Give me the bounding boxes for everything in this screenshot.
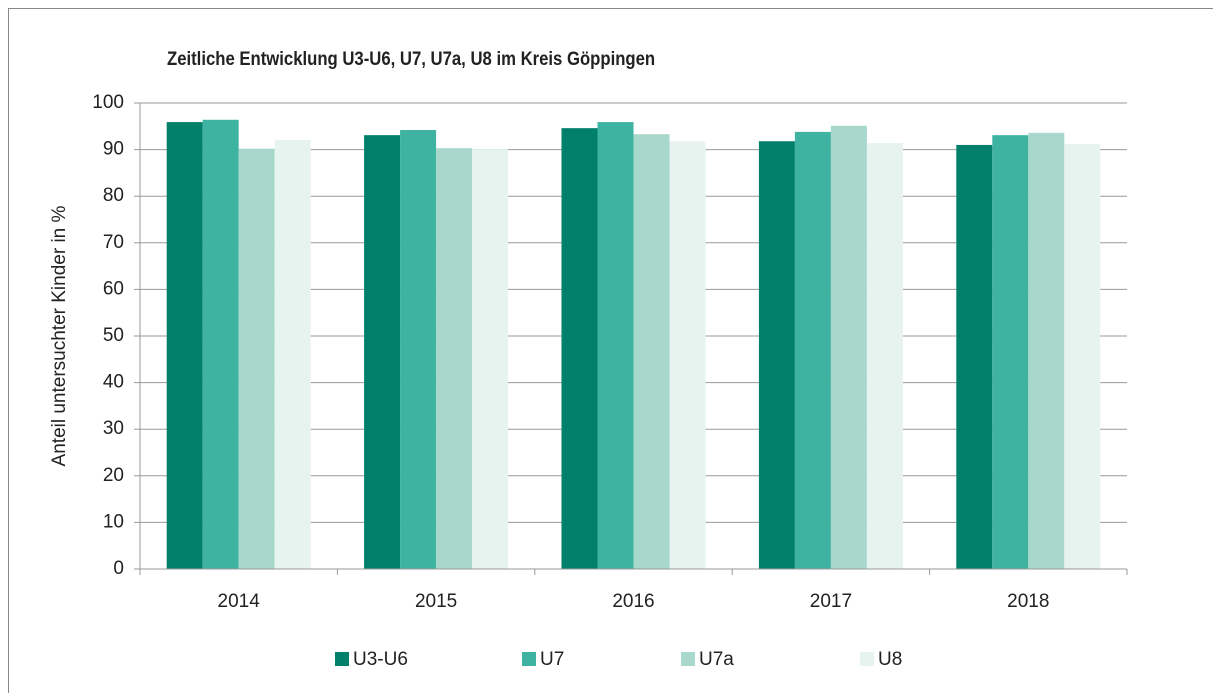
bar bbox=[400, 130, 437, 569]
legend-swatch bbox=[335, 652, 349, 666]
y-axis-label: Anteil untersuchter Kinder in % bbox=[49, 205, 70, 466]
bar bbox=[436, 148, 473, 569]
bar bbox=[472, 149, 509, 569]
legend-label: U8 bbox=[878, 649, 902, 670]
bar bbox=[992, 135, 1029, 570]
legend-label: U3-U6 bbox=[353, 649, 408, 670]
x-tick-label: 2014 bbox=[218, 591, 261, 612]
y-tick-label: 10 bbox=[103, 511, 124, 532]
bar bbox=[597, 122, 634, 569]
legend-label: U7a bbox=[699, 649, 734, 670]
x-tick-label: 2018 bbox=[1007, 591, 1049, 612]
bar bbox=[1028, 132, 1065, 569]
bar bbox=[956, 144, 993, 569]
bar bbox=[830, 125, 867, 570]
bar bbox=[866, 143, 903, 570]
bar bbox=[364, 135, 401, 570]
x-tick-label: 2016 bbox=[612, 591, 654, 612]
chart-title: Zeitliche Entwicklung U3-U6, U7, U7a, U8… bbox=[167, 48, 655, 69]
legend-swatch bbox=[522, 652, 536, 666]
y-tick-label: 70 bbox=[103, 232, 124, 253]
y-tick-label: 30 bbox=[103, 418, 124, 439]
bar bbox=[166, 122, 203, 569]
y-tick-label: 90 bbox=[103, 139, 124, 160]
legend-label: U7 bbox=[540, 649, 564, 670]
frame bbox=[8, 8, 1213, 693]
x-tick-label: 2015 bbox=[415, 591, 457, 612]
x-tick-label: 2017 bbox=[810, 591, 852, 612]
y-tick-label: 20 bbox=[103, 465, 124, 486]
bar bbox=[633, 134, 670, 570]
legend-swatch bbox=[860, 652, 874, 666]
y-tick-label: 40 bbox=[103, 372, 124, 393]
bar bbox=[758, 141, 795, 569]
y-tick-label: 80 bbox=[103, 185, 124, 206]
y-tick-label: 100 bbox=[92, 92, 124, 113]
bar bbox=[238, 148, 275, 569]
y-tick-label: 60 bbox=[103, 278, 124, 299]
bar bbox=[274, 139, 311, 569]
bar bbox=[669, 141, 706, 569]
bar bbox=[794, 131, 831, 569]
y-tick-label: 0 bbox=[113, 558, 124, 579]
legend-swatch bbox=[681, 652, 695, 666]
y-tick-label: 50 bbox=[103, 325, 124, 346]
bar bbox=[1064, 144, 1101, 569]
bar bbox=[561, 128, 598, 569]
bar bbox=[202, 119, 239, 569]
